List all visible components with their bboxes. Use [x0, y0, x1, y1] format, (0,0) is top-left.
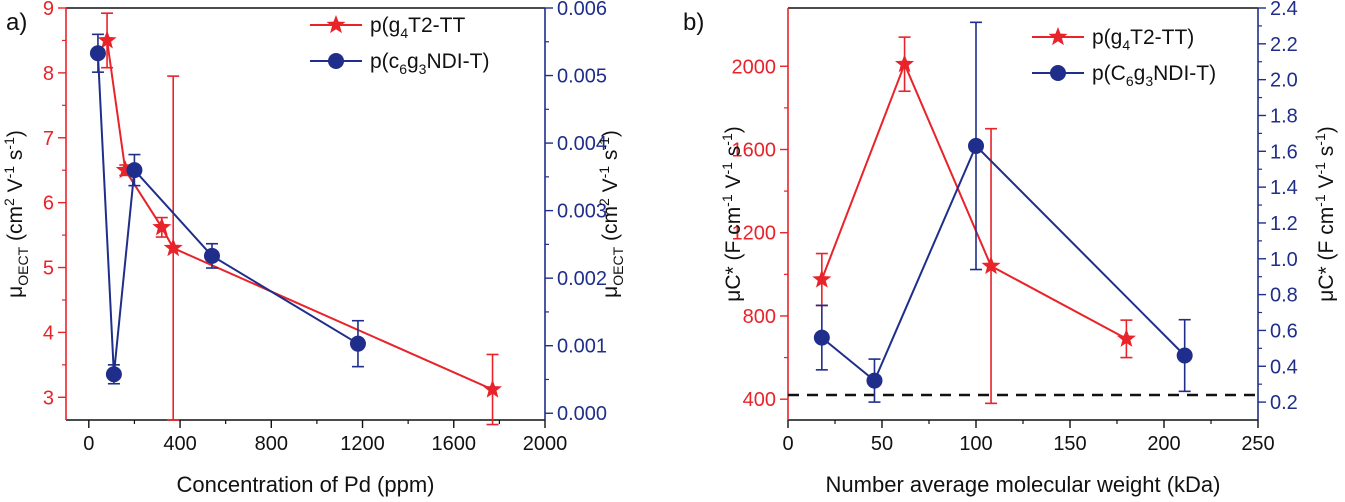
y-right-tick-label: 1.8: [1270, 105, 1298, 127]
data-point-circle: [89, 45, 106, 62]
y-right-tick-label: 1.6: [1270, 141, 1298, 163]
y-left-tick-label: 1200: [732, 223, 777, 245]
y-left-tick-label: 8: [43, 63, 54, 85]
y-right-tick-label: 0.004: [557, 133, 607, 155]
y-right-tick-label: 0.003: [557, 201, 607, 223]
y-right-tick-label: 0.4: [1270, 356, 1298, 378]
data-point-circle: [105, 366, 122, 383]
y-right-tick-label: 2.0: [1270, 70, 1298, 92]
y-right-tick-label: 0.005: [557, 66, 607, 88]
panel-a: 0 400 800 1200 1600 2000 Concentration of Pd (…: [6, 0, 607, 497]
legend-marker-star: [1048, 27, 1068, 46]
x-tick-label: 200: [1147, 433, 1180, 455]
y-right-tick-label: 0.002: [557, 268, 607, 290]
y-right-tick-label: 0.006: [557, 0, 607, 20]
data-point-circle: [126, 162, 143, 179]
y-right-tick-label: 0.6: [1270, 320, 1298, 342]
legend-label: p(C6g3NDI-T): [1092, 62, 1216, 89]
data-point-star: [97, 30, 117, 49]
x-axis-title: Number average molecular weight (kDa): [826, 472, 1221, 497]
data-point-star: [163, 238, 183, 257]
data-point-star: [152, 217, 172, 236]
data-point-star: [483, 379, 502, 398]
data-point-circle: [203, 247, 220, 264]
y-left-axis-title: μOECT (cm2 V-1 s-1): [1, 130, 31, 298]
y-right-tick-label: 1.2: [1270, 213, 1298, 235]
legend-marker-circle: [328, 53, 344, 69]
panel-label: a): [6, 9, 27, 36]
y-left-axis-title: μC* (F cm-1 V-1 s-1): [719, 126, 745, 301]
data-point-circle: [813, 329, 830, 346]
series-line-red: [820, 61, 1127, 340]
y-left-tick-label: 4: [43, 322, 54, 344]
data-point-star: [1116, 328, 1136, 347]
y-left-tick-label: 7: [43, 128, 54, 150]
x-tick-label: 0: [782, 433, 793, 455]
series-line-red: [106, 40, 493, 391]
y-right-tick-label: 0.001: [557, 336, 607, 358]
x-tick-label: 2000: [523, 433, 568, 455]
data-point-circle: [866, 372, 883, 389]
panel-b: 0 50 100 150 200 250 Number average molecular …: [683, 0, 1298, 497]
legend-label: p(g4T2-TT: [370, 14, 465, 41]
x-tick-label: 150: [1053, 433, 1086, 455]
data-point-circle: [968, 137, 984, 154]
y-right-tick-label: 2.2: [1270, 34, 1298, 56]
data-point-star: [895, 54, 915, 73]
y-left-tick-label: 6: [43, 193, 54, 215]
y-left-tick-label: 400: [743, 389, 776, 411]
legend-label: p(g4T2-TT): [1092, 26, 1194, 53]
data-point-star: [115, 160, 135, 179]
y-right-tick-label: 2.4: [1270, 0, 1298, 20]
legend-label: p(c6g3NDI-T): [370, 50, 489, 77]
y-left-tick-label: 2000: [732, 56, 777, 78]
y-left-tick-label: 9: [43, 0, 54, 20]
data-point-circle: [1176, 347, 1193, 364]
y-right-tick-label: 1.4: [1270, 177, 1298, 199]
y-right-tick-label: 0.8: [1270, 285, 1298, 307]
y-left-tick-label: 1600: [732, 139, 777, 161]
data-point-star: [981, 256, 1001, 275]
data-point-star: [812, 269, 832, 288]
x-tick-label: 1200: [340, 433, 385, 455]
y-right-axis-title: μOECT (cm2 V-1 s-1): [596, 130, 626, 298]
x-tick-label: 400: [163, 433, 196, 455]
series-line-blue: [96, 53, 359, 375]
x-tick-label: 100: [959, 433, 992, 455]
y-right-tick-label: 0.2: [1270, 392, 1298, 414]
x-axis-title: Concentration of Pd (ppm): [176, 472, 434, 497]
x-tick-label: 250: [1241, 433, 1274, 455]
x-tick-label: 1600: [432, 433, 477, 455]
x-tick-label: 50: [871, 433, 893, 455]
series-line-blue: [821, 144, 1186, 383]
y-right-tick-label: 0.000: [557, 403, 607, 425]
y-left-tick-label: 5: [43, 258, 54, 280]
y-right-axis-title: μC* (F cm-1 V-1 s-1): [1312, 126, 1338, 301]
y-right-tick-label: 1.0: [1270, 249, 1298, 271]
legend-marker-star: [326, 15, 346, 34]
x-tick-label: 0: [83, 433, 94, 455]
legend-marker-circle: [1050, 65, 1066, 81]
x-tick-label: 800: [255, 433, 288, 455]
y-left-tick-label: 3: [43, 387, 54, 409]
y-left-tick-label: 800: [743, 306, 776, 328]
panel-label: b): [683, 9, 704, 36]
data-point-circle: [349, 335, 366, 352]
